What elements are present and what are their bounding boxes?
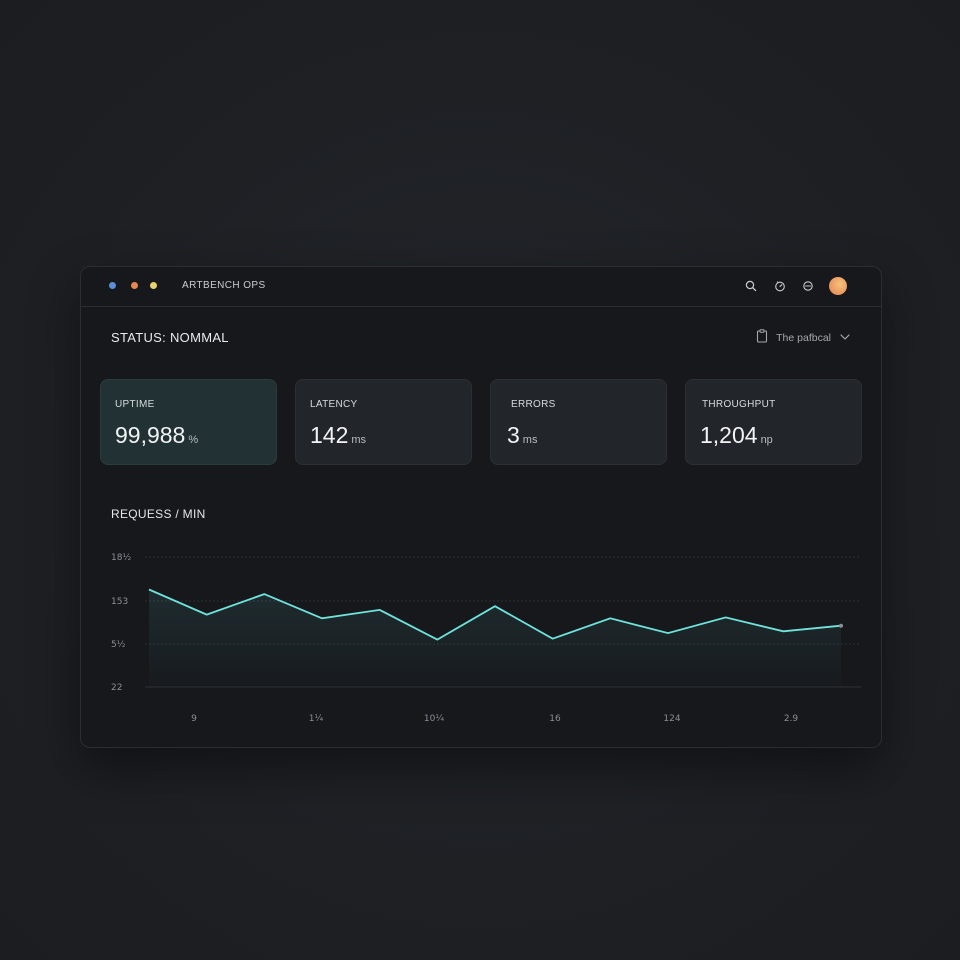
chevron-down-icon	[839, 332, 851, 344]
data-point	[839, 623, 843, 628]
app-title: ARTBENCH OPS	[182, 280, 266, 291]
metric-value: 3 ms	[507, 422, 538, 448]
requests-chart: 18½ 153 5½ 22 9 1¼ 10¼ 16 124 2.9	[111, 553, 861, 724]
environment-dropdown[interactable]: The pafbcal	[756, 329, 851, 346]
y-tick-label: 153	[111, 597, 128, 607]
metric-value: 99,988%	[115, 422, 199, 448]
x-tick-label: 10¼	[424, 714, 444, 724]
title-bar: ARTBENCH OPS	[81, 267, 881, 307]
refresh-icon[interactable]	[800, 278, 816, 294]
window-dot-orange[interactable]	[131, 282, 138, 289]
y-tick-label: 18½	[111, 553, 131, 563]
metric-label: UPTIME	[115, 399, 155, 410]
x-tick-label: 2.9	[784, 714, 799, 724]
x-tick-label: 16	[549, 714, 561, 724]
series-area	[149, 589, 841, 687]
metric-card-uptime[interactable]: UPTIME 99,988%	[100, 379, 277, 465]
x-tick-label: 1¼	[309, 714, 324, 724]
metric-card-latency[interactable]: LATENCY 142 ms	[295, 379, 472, 465]
y-tick-label: 5½	[111, 640, 126, 650]
metric-card-errors[interactable]: ERRORS 3 ms	[490, 379, 667, 465]
app-window: ARTBENCH OPS STATUS: NOMMAL The pafbcal	[80, 266, 882, 748]
window-dot-yellow[interactable]	[150, 282, 157, 289]
metric-unit: np	[760, 434, 773, 446]
search-icon[interactable]	[743, 278, 759, 294]
metric-label: THROUGHPUT	[702, 399, 776, 410]
x-tick-label: 124	[663, 714, 680, 724]
metric-unit: ms	[522, 434, 538, 446]
page-title: STATUS: NOMMAL	[111, 330, 229, 345]
metric-value: 1,204 np	[700, 422, 773, 448]
environment-label: The pafbcal	[776, 331, 831, 344]
clipboard-icon	[756, 329, 768, 346]
chart-title: REQUESS / MIN	[111, 507, 206, 521]
y-tick-label: 22	[111, 683, 122, 693]
metric-card-throughput[interactable]: THROUGHPUT 1,204 np	[685, 379, 862, 465]
metric-unit: %	[188, 434, 199, 446]
metric-value: 142 ms	[310, 422, 367, 448]
metric-unit: ms	[351, 434, 367, 446]
metric-label: LATENCY	[310, 399, 358, 410]
metric-label: ERRORS	[511, 399, 556, 410]
user-avatar[interactable]	[829, 277, 847, 295]
timer-icon[interactable]	[772, 278, 788, 294]
window-dot-blue[interactable]	[109, 282, 116, 289]
x-tick-label: 9	[191, 714, 197, 724]
